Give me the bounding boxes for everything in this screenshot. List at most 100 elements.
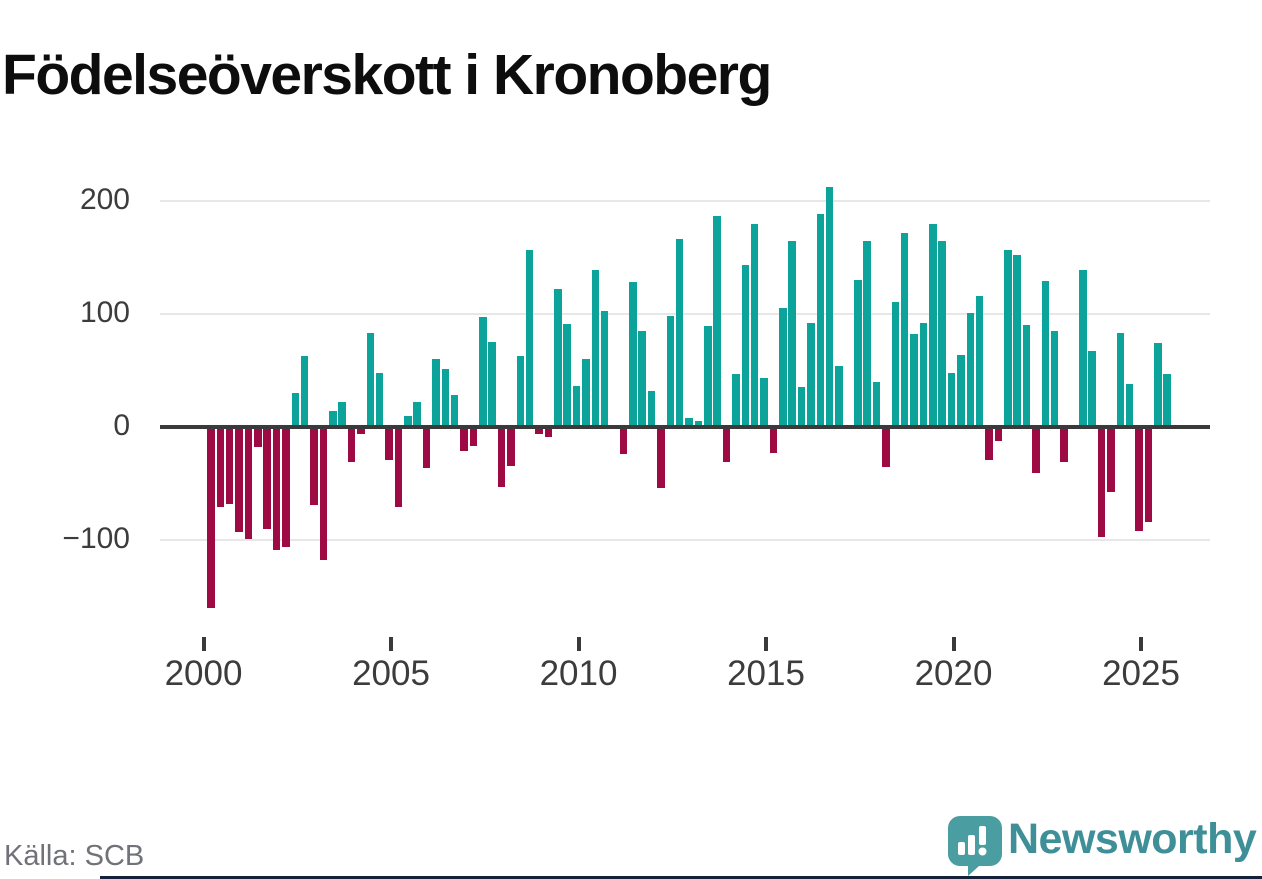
bar <box>244 427 253 540</box>
bar <box>404 415 412 427</box>
bar <box>685 417 693 427</box>
bar <box>497 427 506 488</box>
bar <box>619 427 628 455</box>
bar <box>1088 351 1096 427</box>
bar <box>582 359 590 427</box>
bar <box>1004 250 1012 427</box>
bar <box>825 186 834 427</box>
bar <box>216 427 225 508</box>
bar <box>957 354 965 427</box>
bar <box>282 427 290 548</box>
bar <box>854 279 862 427</box>
y-axis-tick-label: 100 <box>79 295 130 329</box>
bar <box>807 322 815 427</box>
bar <box>347 427 356 463</box>
y-axis-tick-label: 200 <box>79 182 130 216</box>
chart-title: Födelseöverskott i Kronoberg <box>2 43 772 108</box>
bar <box>366 333 375 427</box>
bar <box>713 216 721 427</box>
bar <box>535 427 543 434</box>
bar <box>572 386 581 427</box>
bar <box>507 427 515 466</box>
bar <box>985 427 993 460</box>
bar <box>207 427 215 609</box>
bar <box>1116 333 1125 427</box>
bar <box>441 369 450 427</box>
bar <box>994 427 1003 441</box>
bar <box>863 241 871 427</box>
newsworthy-logo: Newsworthy <box>944 813 1262 876</box>
bar <box>732 373 740 427</box>
x-axis-tick-label: 2005 <box>352 654 430 693</box>
bar <box>319 427 328 560</box>
source-label: Källa: SCB <box>4 840 145 872</box>
bar <box>947 372 956 427</box>
bar <box>750 224 759 427</box>
bar <box>666 316 675 427</box>
bar <box>554 288 562 427</box>
bar <box>741 265 750 427</box>
bar <box>291 393 300 427</box>
bar <box>891 302 900 427</box>
bar <box>1135 427 1143 532</box>
bar <box>1144 427 1153 523</box>
bar <box>516 355 525 427</box>
bar <box>1041 280 1050 427</box>
bar <box>413 402 421 427</box>
x-axis-tick-mark <box>1139 637 1143 651</box>
bar <box>1013 254 1021 427</box>
x-axis-zero-line <box>160 425 1210 429</box>
bar <box>338 402 346 427</box>
bar <box>263 427 271 529</box>
bar <box>629 282 637 427</box>
bar <box>966 312 975 427</box>
gridline <box>160 539 1210 542</box>
bar <box>1032 427 1040 474</box>
bar <box>779 308 787 427</box>
bar <box>788 241 796 427</box>
x-axis-tick-label: 2015 <box>727 654 805 693</box>
bar <box>272 427 281 551</box>
bar <box>1107 427 1115 492</box>
bar <box>469 427 478 447</box>
bar <box>432 359 440 427</box>
bar <box>675 239 684 427</box>
x-axis-tick-mark <box>389 637 393 651</box>
bar <box>797 387 806 427</box>
bar <box>460 427 468 451</box>
bar <box>722 427 731 463</box>
x-axis-tick-label: 2010 <box>539 654 618 693</box>
bar <box>657 427 665 489</box>
bar <box>1060 427 1068 463</box>
bar <box>357 427 365 434</box>
bar <box>394 427 403 508</box>
bar <box>1125 383 1134 427</box>
bar <box>385 427 393 460</box>
bar <box>910 334 918 427</box>
bar <box>563 323 571 427</box>
bar <box>600 311 609 427</box>
bar <box>591 269 600 427</box>
bar <box>769 427 778 454</box>
x-axis-tick-mark <box>576 637 581 651</box>
bar <box>900 233 909 427</box>
bar <box>375 372 384 427</box>
bar <box>525 250 534 427</box>
gridline <box>160 312 1210 315</box>
bar <box>254 427 262 448</box>
y-axis-tick-label: 0 <box>113 409 130 442</box>
bar <box>872 381 881 427</box>
bar <box>704 326 712 427</box>
bar <box>816 214 825 427</box>
bar <box>1163 373 1171 427</box>
bar <box>835 365 843 427</box>
bar <box>422 427 431 468</box>
bar <box>975 295 984 427</box>
bar <box>225 427 234 504</box>
bar <box>300 355 309 427</box>
bar <box>938 241 946 427</box>
bar <box>235 427 243 533</box>
x-axis-tick-label: 2025 <box>1102 654 1180 693</box>
bar <box>1022 325 1031 427</box>
